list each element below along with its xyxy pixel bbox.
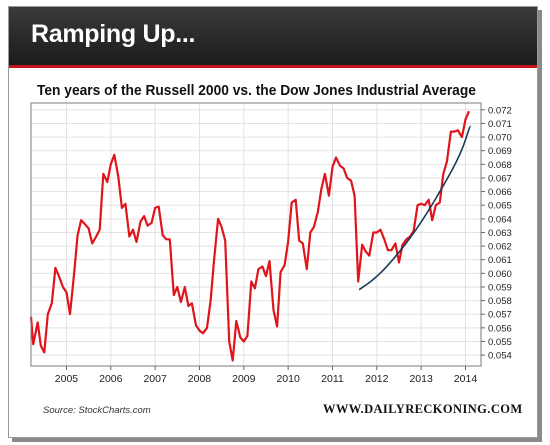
x-tick-label: 2007	[143, 373, 167, 385]
line-chart: 0.054 0.055 0.056 0.057 0.058 0.059 0.060 0.061…	[29, 102, 512, 385]
source-note: Source: StockCharts.com	[43, 405, 151, 416]
x-tick-label: 2005	[55, 373, 79, 385]
chart-card: Ramping Up... Ten years of the Russell 2…	[8, 6, 538, 438]
y-tick-label: 0.066	[488, 187, 512, 198]
y-tick-label: 0.062	[488, 242, 512, 253]
y-tick-label: 0.058	[488, 296, 512, 307]
y-tick-label: 0.054	[488, 351, 512, 362]
plot-area	[30, 102, 482, 367]
x-tick-label: 2009	[232, 373, 256, 385]
x-tick-label: 2006	[99, 373, 123, 385]
x-tick-label: 2010	[276, 373, 300, 385]
website-label: WWW.DAILYRECKONING.COM	[323, 402, 523, 416]
y-tick-label: 0.070	[488, 133, 512, 144]
y-tick-label: 0.068	[488, 160, 512, 171]
trend-curve	[358, 125, 471, 291]
chart-title: Ten years of the Russell 2000 vs. the Do…	[37, 83, 476, 99]
y-tick-label: 0.069	[488, 146, 512, 157]
y-tick-label: 0.064	[488, 214, 512, 225]
x-tick-label: 2011	[321, 373, 344, 385]
y-tick-label: 0.067	[488, 173, 512, 184]
y-tick-label: 0.055	[488, 337, 512, 348]
y-tick-label: 0.060	[488, 269, 512, 280]
series-line	[29, 110, 471, 362]
x-tick-label: 2012	[365, 373, 389, 385]
y-tick-label: 0.071	[488, 119, 512, 130]
plot-frame	[30, 102, 482, 367]
x-tick-label: 2014	[454, 373, 478, 385]
x-tick-label: 2013	[409, 373, 433, 385]
header-bar: Ramping Up...	[9, 7, 537, 68]
y-tick-label: 0.072	[488, 105, 512, 116]
y-tick-label: 0.059	[488, 282, 512, 293]
x-tick-label: 2008	[188, 373, 212, 385]
y-tick-label: 0.065	[488, 201, 512, 212]
y-tick-label: 0.057	[488, 310, 512, 321]
header-title: Ramping Up...	[31, 20, 196, 48]
y-tick-label: 0.056	[488, 323, 512, 334]
y-tick-label: 0.061	[488, 255, 512, 266]
y-tick-label: 0.063	[488, 228, 512, 239]
